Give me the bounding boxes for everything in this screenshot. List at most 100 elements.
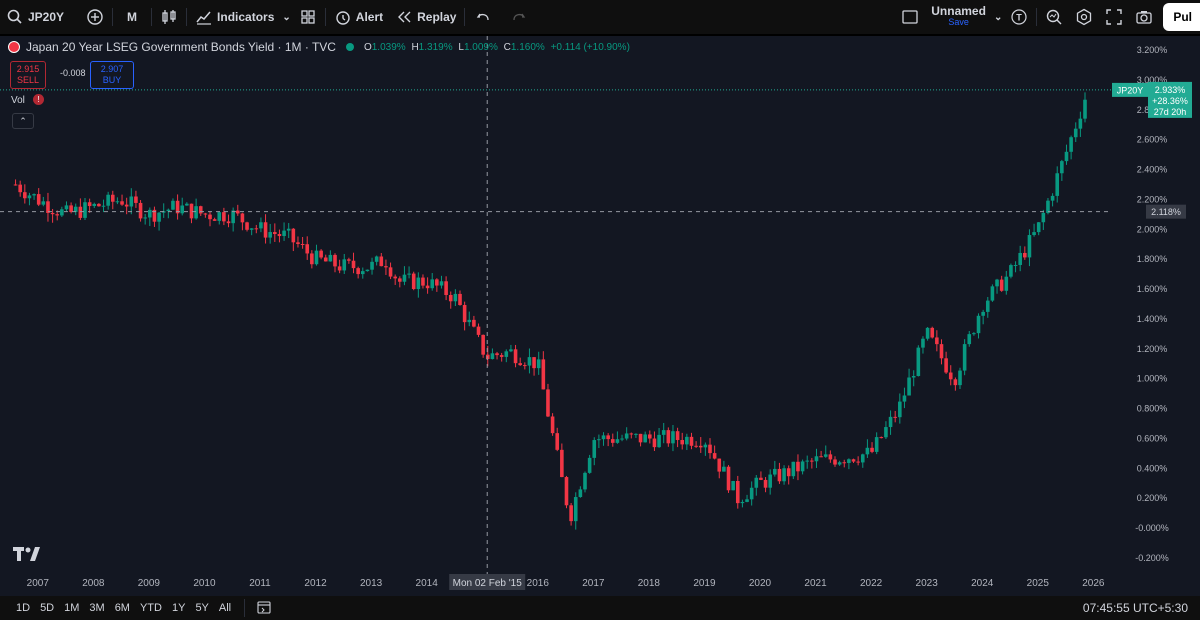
x-tick-label: 2023	[916, 578, 939, 589]
divider	[151, 8, 153, 26]
candle-body	[509, 349, 513, 352]
alert-button[interactable]: Alert	[328, 0, 389, 34]
range-button-5d[interactable]: 5D	[40, 602, 55, 614]
candle-body	[435, 279, 439, 286]
candle-body	[657, 434, 661, 448]
redo-button[interactable]	[501, 0, 535, 34]
range-button-1d[interactable]: 1D	[16, 602, 31, 614]
candle-body	[27, 195, 32, 199]
layout-menu-button[interactable]: ⌄	[992, 0, 1004, 34]
quick-search-button[interactable]	[1039, 0, 1069, 34]
snapshot-button[interactable]	[1129, 0, 1159, 34]
chart-type-button[interactable]	[154, 0, 184, 34]
candle-body	[726, 466, 731, 491]
indicators-button[interactable]: Indicators	[189, 0, 280, 34]
y-tick-label: 2.000%	[1137, 224, 1168, 234]
fullscreen-icon	[1106, 9, 1123, 25]
divider	[1036, 8, 1038, 26]
range-button-5y[interactable]: 5Y	[195, 602, 209, 614]
tradingview-logo-icon	[13, 547, 40, 561]
symbol-search[interactable]: JP20Y	[0, 0, 70, 34]
candle-body	[546, 389, 550, 417]
buy-button[interactable]: 2.907 BUY	[90, 61, 134, 89]
clock-label[interactable]: 07:45:55 UTC+5:30	[1082, 601, 1188, 615]
replay-button[interactable]: Replay	[389, 0, 462, 34]
candle-body	[73, 206, 78, 213]
range-button-3m[interactable]: 3M	[89, 602, 105, 614]
low-value: 1.009%	[463, 41, 498, 53]
candle-body	[1050, 195, 1055, 201]
y-tick-label: -0.000%	[1135, 523, 1169, 533]
tradingview-logo[interactable]	[13, 546, 41, 566]
candle-body	[245, 222, 249, 230]
candle-body	[291, 228, 296, 243]
crosshair-date-box	[449, 574, 526, 590]
fullscreen-button[interactable]	[1099, 0, 1129, 34]
range-button-1y[interactable]: 1Y	[171, 602, 186, 614]
candle-body	[314, 250, 319, 265]
warning-icon[interactable]: !	[33, 94, 44, 105]
candle-body	[735, 480, 740, 504]
add-symbol-button[interactable]	[70, 0, 110, 34]
range-button-ytd[interactable]: YTD	[139, 602, 162, 614]
candle-body	[828, 454, 833, 460]
candle-body	[115, 201, 120, 203]
templates-button[interactable]	[293, 0, 323, 34]
crosshair-price-label: 2.118%	[1151, 207, 1181, 217]
settings-button[interactable]	[1069, 0, 1099, 34]
interval-button[interactable]: M	[115, 0, 149, 34]
x-tick-label: 2016	[527, 578, 550, 589]
range-button-6m[interactable]: 6M	[114, 602, 130, 614]
candle-body	[1027, 235, 1032, 258]
candle-body	[962, 344, 967, 371]
candle-body	[523, 365, 527, 367]
candle-body	[958, 370, 962, 386]
candle-body	[592, 440, 597, 458]
price-chart[interactable]: 3.200%3.000%2.800%2.600%2.400%2.200%2.00…	[0, 36, 1200, 596]
layout-button[interactable]: Unnamed Save	[895, 0, 992, 34]
sell-button[interactable]: 2.915 SELL	[10, 61, 46, 89]
candle-body	[430, 279, 435, 289]
candle-body	[18, 184, 22, 193]
candle-body	[666, 430, 671, 444]
candle-body	[745, 499, 749, 502]
publish-button[interactable]: Pul	[1163, 3, 1200, 31]
goto-date-button[interactable]	[253, 600, 275, 617]
candle-body	[13, 184, 18, 186]
candle-body	[337, 266, 342, 271]
candle-body	[629, 433, 634, 435]
candle-body	[518, 363, 522, 366]
trade-button[interactable]: T	[1004, 0, 1034, 34]
candle-body	[898, 401, 902, 418]
candle-body	[921, 338, 925, 348]
range-button-1m[interactable]: 1M	[64, 602, 80, 614]
y-tick-label: 1.200%	[1137, 344, 1168, 354]
volume-label: Vol	[11, 95, 25, 106]
x-tick-label: 2024	[971, 578, 994, 589]
range-button-all[interactable]: All	[218, 602, 232, 614]
collapse-legend-button[interactable]: ⌃	[12, 113, 34, 129]
candle-body	[810, 460, 814, 462]
y-tick-label: 1.000%	[1137, 374, 1168, 384]
candle-body	[208, 214, 212, 220]
candle-body	[981, 311, 985, 316]
candle-body	[388, 267, 393, 277]
candle-body	[722, 466, 726, 472]
y-tick-label: 1.800%	[1137, 254, 1168, 264]
undo-button[interactable]	[467, 0, 501, 34]
x-tick-label: 2025	[1027, 578, 1050, 589]
candle-body	[944, 358, 948, 373]
candle-body	[985, 300, 990, 312]
candle-body	[319, 250, 323, 258]
indicators-menu-button[interactable]: ⌄	[280, 0, 292, 34]
x-tick-label: 2013	[360, 578, 383, 589]
candle-body	[55, 214, 60, 216]
candle-body	[879, 437, 884, 439]
x-tick-label: 2009	[138, 578, 161, 589]
candle-body	[685, 436, 689, 445]
candle-body	[606, 435, 610, 440]
candle-body	[661, 430, 666, 435]
divider	[324, 8, 326, 26]
candle-body	[231, 210, 235, 224]
close-label: C	[503, 41, 511, 53]
